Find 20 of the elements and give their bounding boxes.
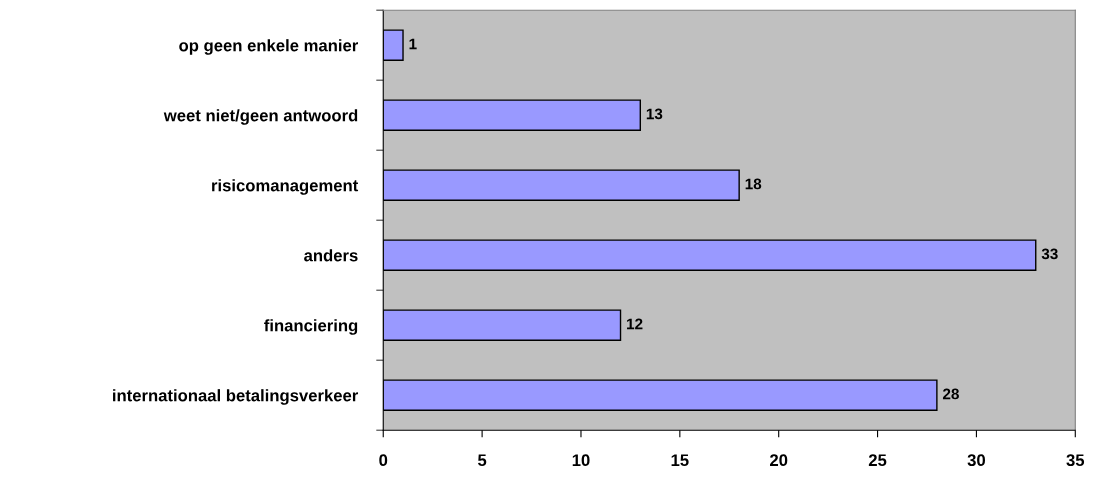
y-tick-label: weet niet/geen antwoord <box>163 109 358 125</box>
x-tick-label: 25 <box>868 454 887 467</box>
data-label: 28 <box>942 388 959 400</box>
data-label: 12 <box>627 318 643 330</box>
y-tick-label: financiering <box>264 319 358 335</box>
data-label: 13 <box>646 108 663 120</box>
data-label: 18 <box>745 178 762 190</box>
x-tick-label: 30 <box>967 454 986 467</box>
y-tick-label: risicomanagement <box>212 179 359 195</box>
x-tick-label: 20 <box>770 454 788 467</box>
data-label: 1 <box>409 38 417 50</box>
y-tick-label: internationaal betalingsverkeer <box>113 389 359 405</box>
x-tick-label: 10 <box>572 454 590 467</box>
x-tick-label: 15 <box>671 454 689 467</box>
x-tick-label: 0 <box>379 454 388 467</box>
x-tick-label: 5 <box>477 454 487 467</box>
y-tick-label: op geen enkele manier <box>179 39 359 55</box>
y-tick-label: anders <box>304 249 358 262</box>
data-label: 33 <box>1041 248 1058 260</box>
x-tick-label: 35 <box>1066 454 1085 467</box>
